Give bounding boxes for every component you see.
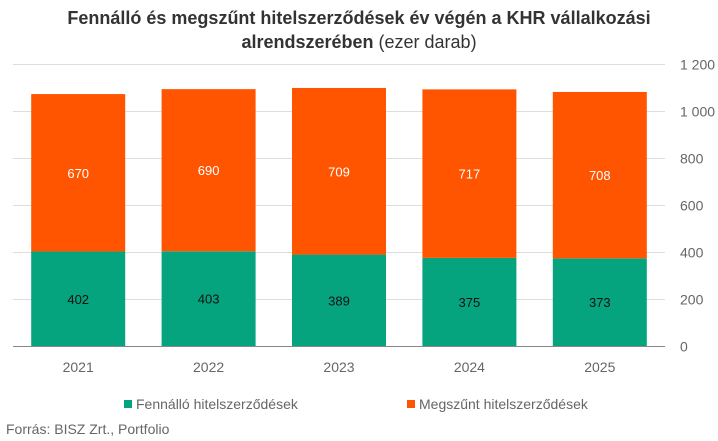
- bar-megszunt-2022: [161, 89, 256, 252]
- bar-fennallo-2022: [161, 251, 256, 346]
- legend-item-megszunt[interactable]: Megszűnt hitelszerződések: [407, 396, 588, 412]
- chart-title-unit: (ezer darab): [378, 32, 477, 52]
- data-label-fennallo-2025: 373: [589, 295, 611, 310]
- bar-fennallo-2024: [422, 257, 517, 346]
- data-label-megszunt-2022: 690: [198, 163, 220, 178]
- x-tick-label: 2023: [323, 359, 354, 375]
- bar-megszunt-2024: [422, 89, 517, 258]
- chart-title-bold-word: alrendszerében: [241, 32, 374, 52]
- bar-megszunt-2025: [552, 91, 647, 259]
- y-tick-label: 0: [680, 339, 688, 355]
- legend-label-megszunt: Megszűnt hitelszerződések: [419, 396, 588, 412]
- source-note: Forrás: BISZ Zrt., Portfolio: [6, 421, 170, 437]
- legend-swatch-megszunt: [407, 400, 415, 408]
- y-axis: 0 200 400 600 800 1 000 1 200: [680, 57, 715, 355]
- x-tick-label: 2024: [454, 359, 485, 375]
- data-label-fennallo-2022: 403: [198, 292, 220, 307]
- x-tick-label: 2022: [193, 359, 224, 375]
- y-tick-label: 1 000: [680, 104, 715, 120]
- data-label-megszunt-2023: 709: [328, 164, 350, 179]
- x-tick-label: 2021: [63, 359, 94, 375]
- bar-megszunt-2021: [31, 94, 126, 252]
- data-label-megszunt-2025: 708: [589, 168, 611, 183]
- data-label-megszunt-2021: 670: [67, 166, 89, 181]
- legend-swatch-fennallo: [124, 400, 132, 408]
- legend-item-fennallo[interactable]: Fennálló hitelszerződések: [124, 396, 298, 412]
- y-tick-label: 800: [680, 151, 704, 167]
- bars: [31, 87, 647, 346]
- y-tick-label: 400: [680, 245, 704, 261]
- bar-fennallo-2021: [31, 251, 126, 346]
- data-label-megszunt-2024: 717: [459, 167, 481, 182]
- bar-fennallo-2025: [552, 258, 647, 346]
- legend: Fennálló hitelszerződések Megszűnt hitel…: [0, 396, 718, 416]
- y-tick-label: 600: [680, 198, 704, 214]
- x-axis: 2021 2022 2023 2024 2025: [13, 346, 665, 375]
- legend-label-fennallo: Fennálló hitelszerződések: [136, 396, 298, 412]
- chart-title-line1: Fennálló és megszűnt hitelszerződések év…: [67, 8, 651, 28]
- data-label-fennallo-2021: 402: [67, 292, 89, 307]
- data-labels: 402 670 403 690 389 709 375 717 373 708: [67, 163, 610, 310]
- x-tick-label: 2025: [584, 359, 615, 375]
- chart-title: Fennálló és megszűnt hitelszerződések év…: [0, 6, 718, 54]
- y-tick-label: 200: [680, 292, 704, 308]
- data-label-fennallo-2023: 389: [328, 293, 350, 308]
- bar-fennallo-2023: [292, 254, 386, 346]
- chart-title-line2: alrendszerében (ezer darab): [0, 30, 718, 54]
- y-tick-label: 1 200: [680, 57, 715, 73]
- bar-megszunt-2023: [292, 87, 386, 255]
- data-label-fennallo-2024: 375: [459, 295, 481, 310]
